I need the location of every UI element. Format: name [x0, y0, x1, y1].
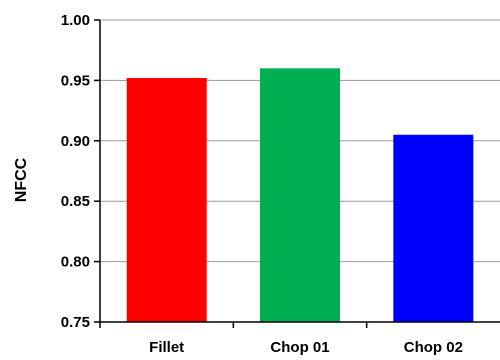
- bars: [126, 68, 474, 322]
- bar-fillet: [126, 77, 207, 322]
- bar-chop-02: [393, 134, 474, 322]
- x-tick-label: Fillet: [149, 339, 184, 356]
- axes: [94, 19, 500, 328]
- y-tick-label: 0.75: [61, 314, 90, 331]
- y-tick-label: 0.95: [61, 72, 90, 89]
- x-tick-label: Chop 01: [270, 339, 329, 356]
- y-tick-label: 0.80: [61, 254, 90, 271]
- y-tick-labels: 0.75 0.80 0.85 0.90 0.95 1.00: [61, 12, 90, 331]
- x-tick-label: Chop 02: [404, 339, 463, 356]
- y-tick-label: 0.90: [61, 133, 90, 150]
- y-axis-title: NFCC: [13, 157, 30, 202]
- x-tick-labels: Fillet Chop 01 Chop 02: [149, 339, 463, 356]
- bar-chop-01: [260, 68, 340, 322]
- y-tick-label: 0.85: [61, 193, 90, 210]
- y-tick-label: 1.00: [61, 12, 90, 29]
